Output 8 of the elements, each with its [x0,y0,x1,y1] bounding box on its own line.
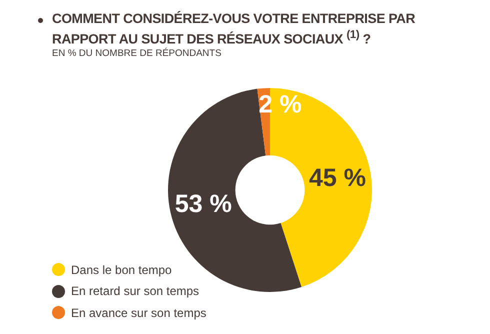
data-label: 53 % [174,190,232,218]
chart-title: COMMENT CONSIDÉREZ-VOUS VOTRE ENTREPRISE PAR RAPPORT AU SUJET DES RÉSEAUX SOCIAUX $^{(1)}$ ? [52,10,416,48]
legend-label: En avance sur son temps [71,306,206,320]
legend-label: Dans le bon tempo [71,262,172,277]
chart-subtitle: EN % DU NOMBRE DE RÉPONDANTS [52,48,222,59]
data-label: 45 % [309,164,366,192]
data-label: 2 % [258,90,302,118]
legend-label: En retard sur son temps [71,284,200,298]
